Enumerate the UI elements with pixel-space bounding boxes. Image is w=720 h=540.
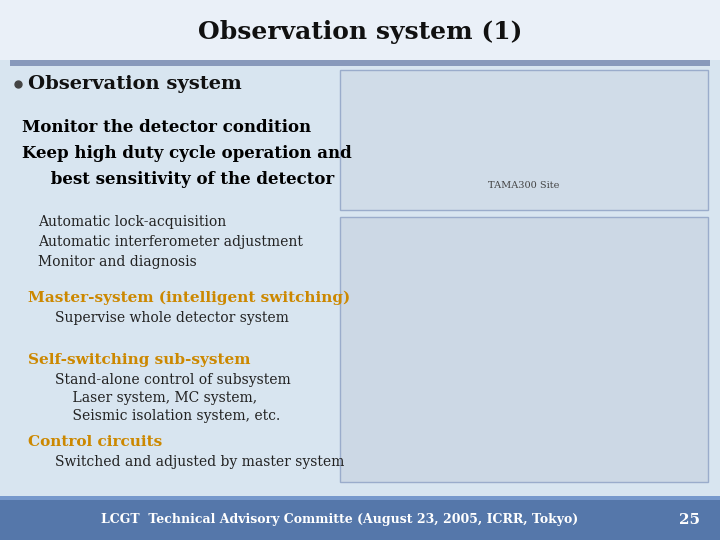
Text: Laser system, MC system,: Laser system, MC system,	[55, 391, 257, 405]
Text: Master-system (intelligent switching): Master-system (intelligent switching)	[28, 291, 350, 305]
Bar	[0, 498, 720, 540]
Text: Switched and adjusted by master system: Switched and adjusted by master system	[55, 455, 344, 469]
Text: Automatic lock-acquisition: Automatic lock-acquisition	[38, 215, 226, 229]
Text: Control circuits: Control circuits	[28, 435, 162, 449]
Text: Observation system (1): Observation system (1)	[198, 20, 522, 44]
Bar	[0, 0, 720, 60]
Text: Monitor and diagnosis: Monitor and diagnosis	[38, 255, 197, 269]
Text: Monitor the detector condition: Monitor the detector condition	[22, 119, 311, 137]
Text: Seismic isolation system, etc.: Seismic isolation system, etc.	[55, 409, 280, 423]
Text: Observation system: Observation system	[28, 75, 242, 93]
Bar	[340, 70, 708, 210]
Bar	[10, 60, 710, 66]
Text: LCGT  Technical Advisory Committe (August 23, 2005, ICRR, Tokyo): LCGT Technical Advisory Committe (August…	[102, 514, 579, 526]
Text: Self-switching sub-system: Self-switching sub-system	[28, 353, 251, 367]
Text: TAMA300 Site: TAMA300 Site	[488, 180, 559, 190]
Text: 25: 25	[680, 513, 701, 527]
Text: Supervise whole detector system: Supervise whole detector system	[55, 311, 289, 325]
Text: Keep high duty cycle operation and: Keep high duty cycle operation and	[22, 145, 352, 163]
Text: best sensitivity of the detector: best sensitivity of the detector	[22, 172, 334, 188]
Bar	[0, 496, 720, 500]
Bar	[340, 217, 708, 482]
Text: Stand-alone control of subsystem: Stand-alone control of subsystem	[55, 373, 291, 387]
Text: Automatic interferometer adjustment: Automatic interferometer adjustment	[38, 235, 303, 249]
